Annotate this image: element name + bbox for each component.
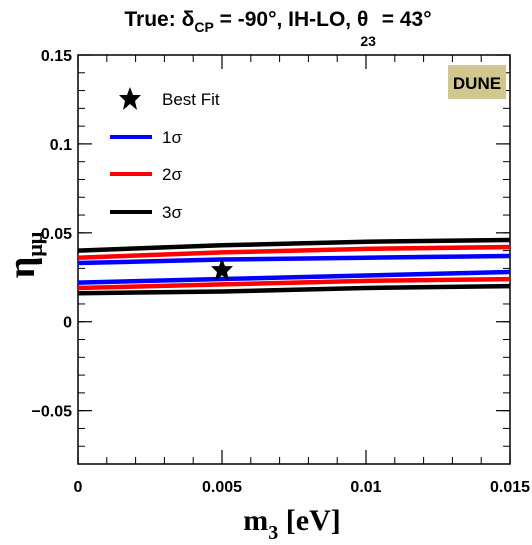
x-tick-label: 0.005 <box>202 479 242 496</box>
y-tick-label: −0.05 <box>32 404 73 421</box>
dune-badge-label: DUNE <box>453 74 501 93</box>
legend-label-3sigma: 3σ <box>162 203 182 222</box>
best-fit-star-marker <box>211 258 233 282</box>
contour-line-2sigma-1 <box>77 244 511 260</box>
x-tick-label: 0.015 <box>490 479 530 496</box>
contour-line-1sigma-3 <box>77 269 511 285</box>
y-axis-label: ημμ <box>1 231 47 278</box>
dune-badge <box>448 65 506 99</box>
contour-line-1sigma-2 <box>77 253 511 266</box>
best-fit-layer <box>211 258 233 282</box>
contour-line-3sigma-0 <box>77 237 511 253</box>
legend-label-1sigma: 1σ <box>162 128 182 147</box>
legend: Best Fit 1σ 2σ 3σ <box>110 87 220 222</box>
x-tick-label: 0 <box>74 479 83 496</box>
legend-star-icon <box>119 87 141 110</box>
y-axis-ticks: −0.05 0 0.05 0.1 0.15 <box>32 48 510 465</box>
plot-frame <box>77 54 511 465</box>
x-axis-ticks: 0 0.005 0.01 0.015 <box>74 55 530 496</box>
y-tick-label: 0 <box>63 315 72 332</box>
x-tick-label: 0.01 <box>350 479 381 496</box>
chart-title: True: δCP = -90°, IH-LO, θ 23 = 43° <box>124 8 431 49</box>
legend-label-2sigma: 2σ <box>162 165 182 184</box>
contour-line-3sigma-5 <box>77 283 511 296</box>
series-layer <box>77 237 511 296</box>
y-tick-label: 0.1 <box>50 137 72 154</box>
contour-line-2sigma-4 <box>77 276 511 291</box>
x-axis-label: m3 [eV] <box>243 504 340 544</box>
y-tick-label: 0.05 <box>41 226 72 243</box>
legend-label-best-fit: Best Fit <box>162 90 220 109</box>
y-tick-label: 0.15 <box>41 48 72 65</box>
